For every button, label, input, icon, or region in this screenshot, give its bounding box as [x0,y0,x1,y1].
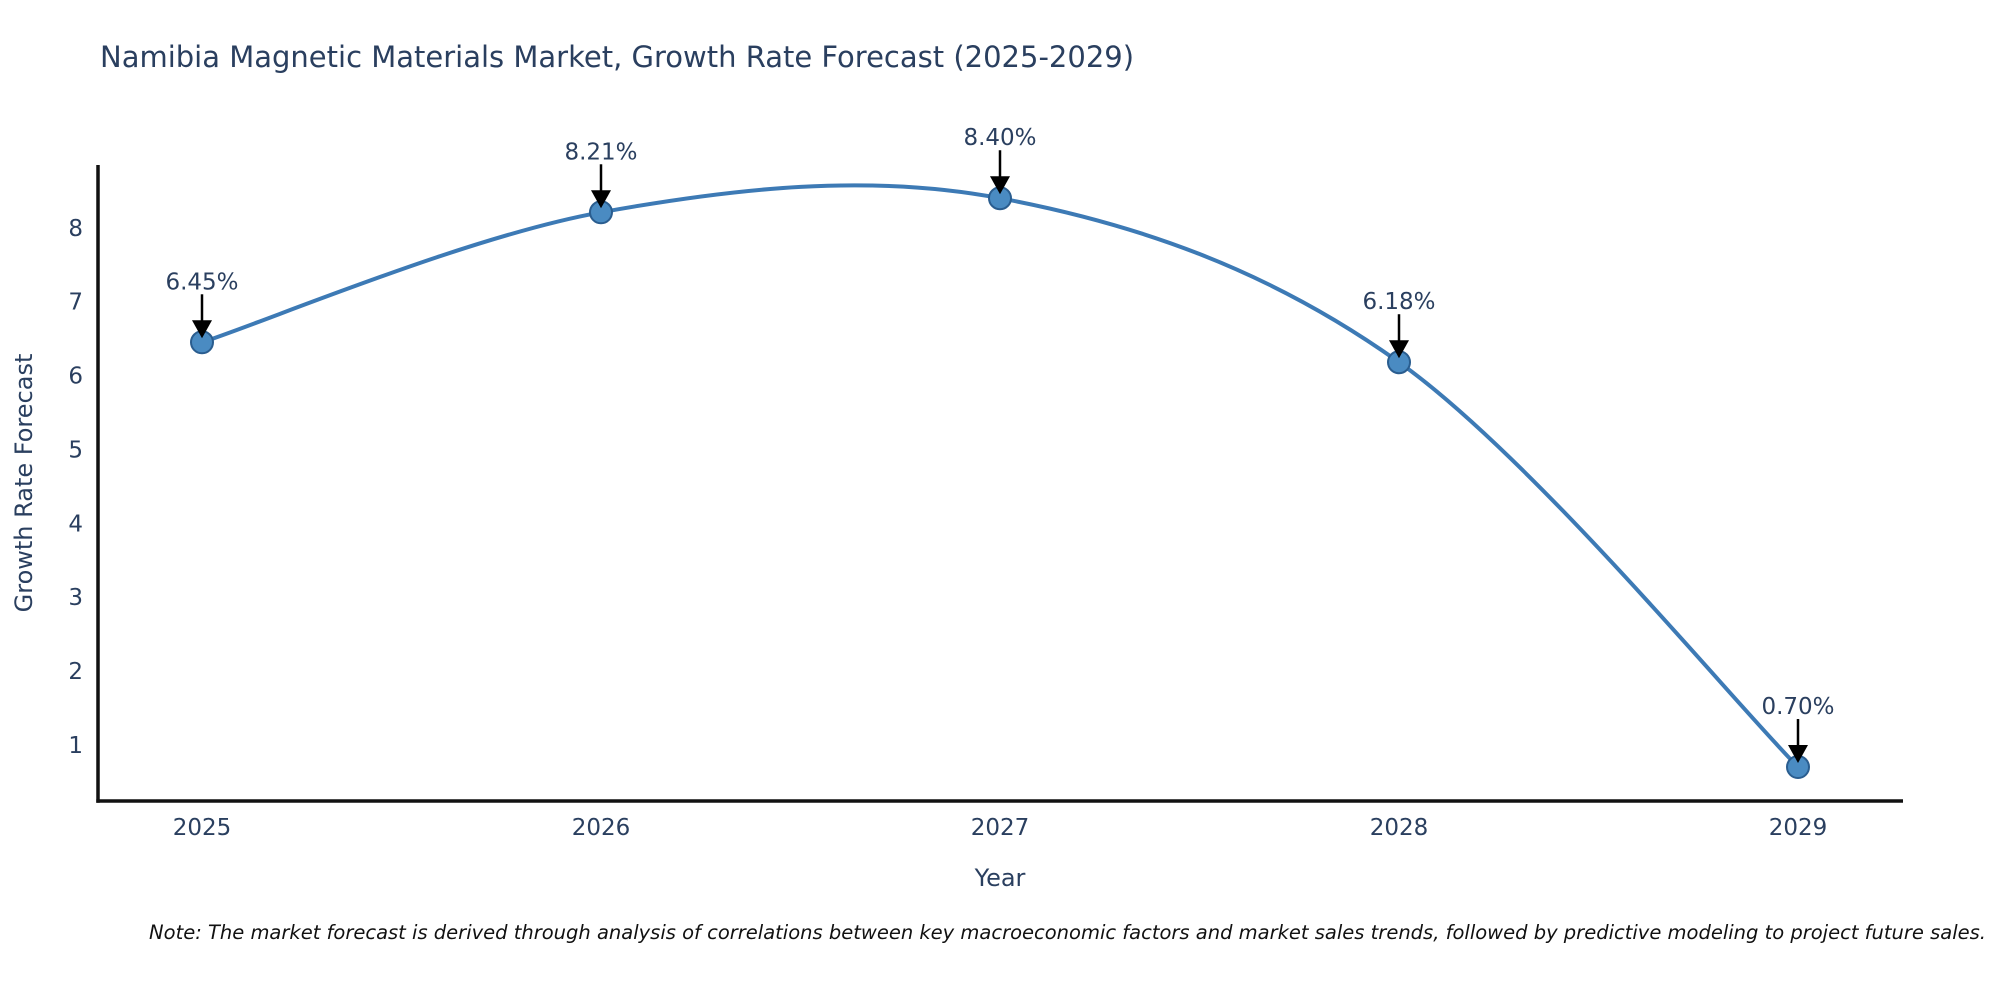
y-tick-label: 2 [68,659,83,685]
x-axis-title: Year [974,864,1026,892]
data-point-label: 8.21% [564,139,637,165]
footnote: Note: The market forecast is derived thr… [149,921,1986,944]
data-point-label: 0.70% [1761,694,1834,720]
annotation-arrowhead [192,320,212,339]
y-tick-label: 3 [68,585,83,611]
y-tick-label: 6 [68,364,83,390]
x-tick-label: 2027 [971,815,1030,841]
y-tick-label: 7 [68,290,83,316]
y-tick-label: 8 [68,216,83,242]
annotation-arrowhead [591,190,611,209]
forecast-line [200,183,1800,769]
y-axis-title: Growth Rate Forecast [10,354,38,613]
data-point-label: 6.45% [165,269,238,295]
y-tick-label: 1 [68,733,83,759]
x-tick-label: 2026 [572,815,631,841]
annotation-arrowhead [1389,340,1409,359]
data-point-label: 6.18% [1362,289,1435,315]
x-tick-label: 2028 [1370,815,1429,841]
annotation-arrowhead [990,176,1010,195]
y-tick-label: 4 [68,511,83,537]
x-tick-label: 2029 [1769,815,1828,841]
y-tick-label: 5 [68,437,83,463]
annotation-arrowhead [1788,745,1808,764]
chart-title: Namibia Magnetic Materials Market, Growt… [100,40,1135,74]
data-point-label: 8.40% [963,125,1036,151]
x-tick-label: 2025 [173,815,232,841]
